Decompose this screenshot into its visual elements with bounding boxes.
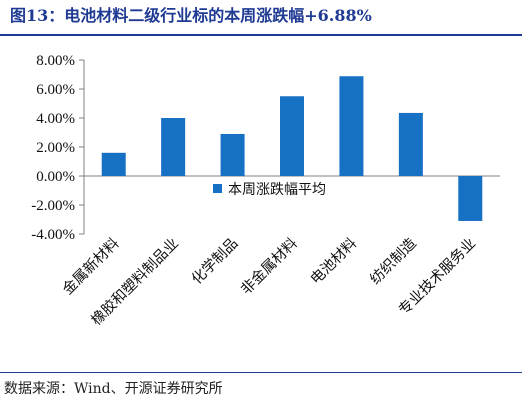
source-divider [0, 372, 522, 373]
y-tick-label: -4.00% [31, 227, 75, 243]
y-tick-label: 2.00% [36, 140, 75, 156]
x-category-label: 电池材料 [307, 235, 360, 288]
bar-chart: 8.00% 6.00% 4.00% 2.00% 0.00% -2.00% -4.00% 金属… [31, 53, 500, 329]
bar-6 [398, 112, 423, 176]
y-tick-label: 6.00% [36, 82, 75, 98]
y-tick-label: 4.00% [36, 111, 75, 127]
y-tick-label: -2.00% [31, 198, 75, 214]
bar-1 [101, 152, 126, 176]
x-category-label: 化学制品 [188, 235, 241, 288]
bar-5 [339, 76, 364, 176]
x-category-label: 非金属材料 [238, 235, 301, 298]
x-category-label: 纺织制造 [367, 234, 420, 287]
title-divider [0, 34, 522, 36]
y-axis: 8.00% 6.00% 4.00% 2.00% 0.00% -2.00% -4.00% [31, 53, 500, 243]
legend-swatch [213, 184, 222, 193]
legend: 本周涨跌幅平均 [213, 182, 326, 198]
bar-3 [220, 133, 245, 176]
y-tick-label: 8.00% [36, 53, 75, 69]
source-note: 数据来源：Wind、开源证券研究所 [4, 381, 223, 397]
bar-4 [280, 96, 304, 176]
y-tick-label: 0.00% [36, 169, 75, 185]
bar-2 [161, 118, 186, 176]
x-category-label: 金属新材料 [59, 235, 122, 298]
chart-title: 图13：电池材料二级行业标的本周涨跌幅+6.88% [10, 6, 372, 25]
bar-7 [458, 176, 483, 221]
legend-label: 本周涨跌幅平均 [228, 182, 326, 198]
bars-group [101, 76, 483, 221]
